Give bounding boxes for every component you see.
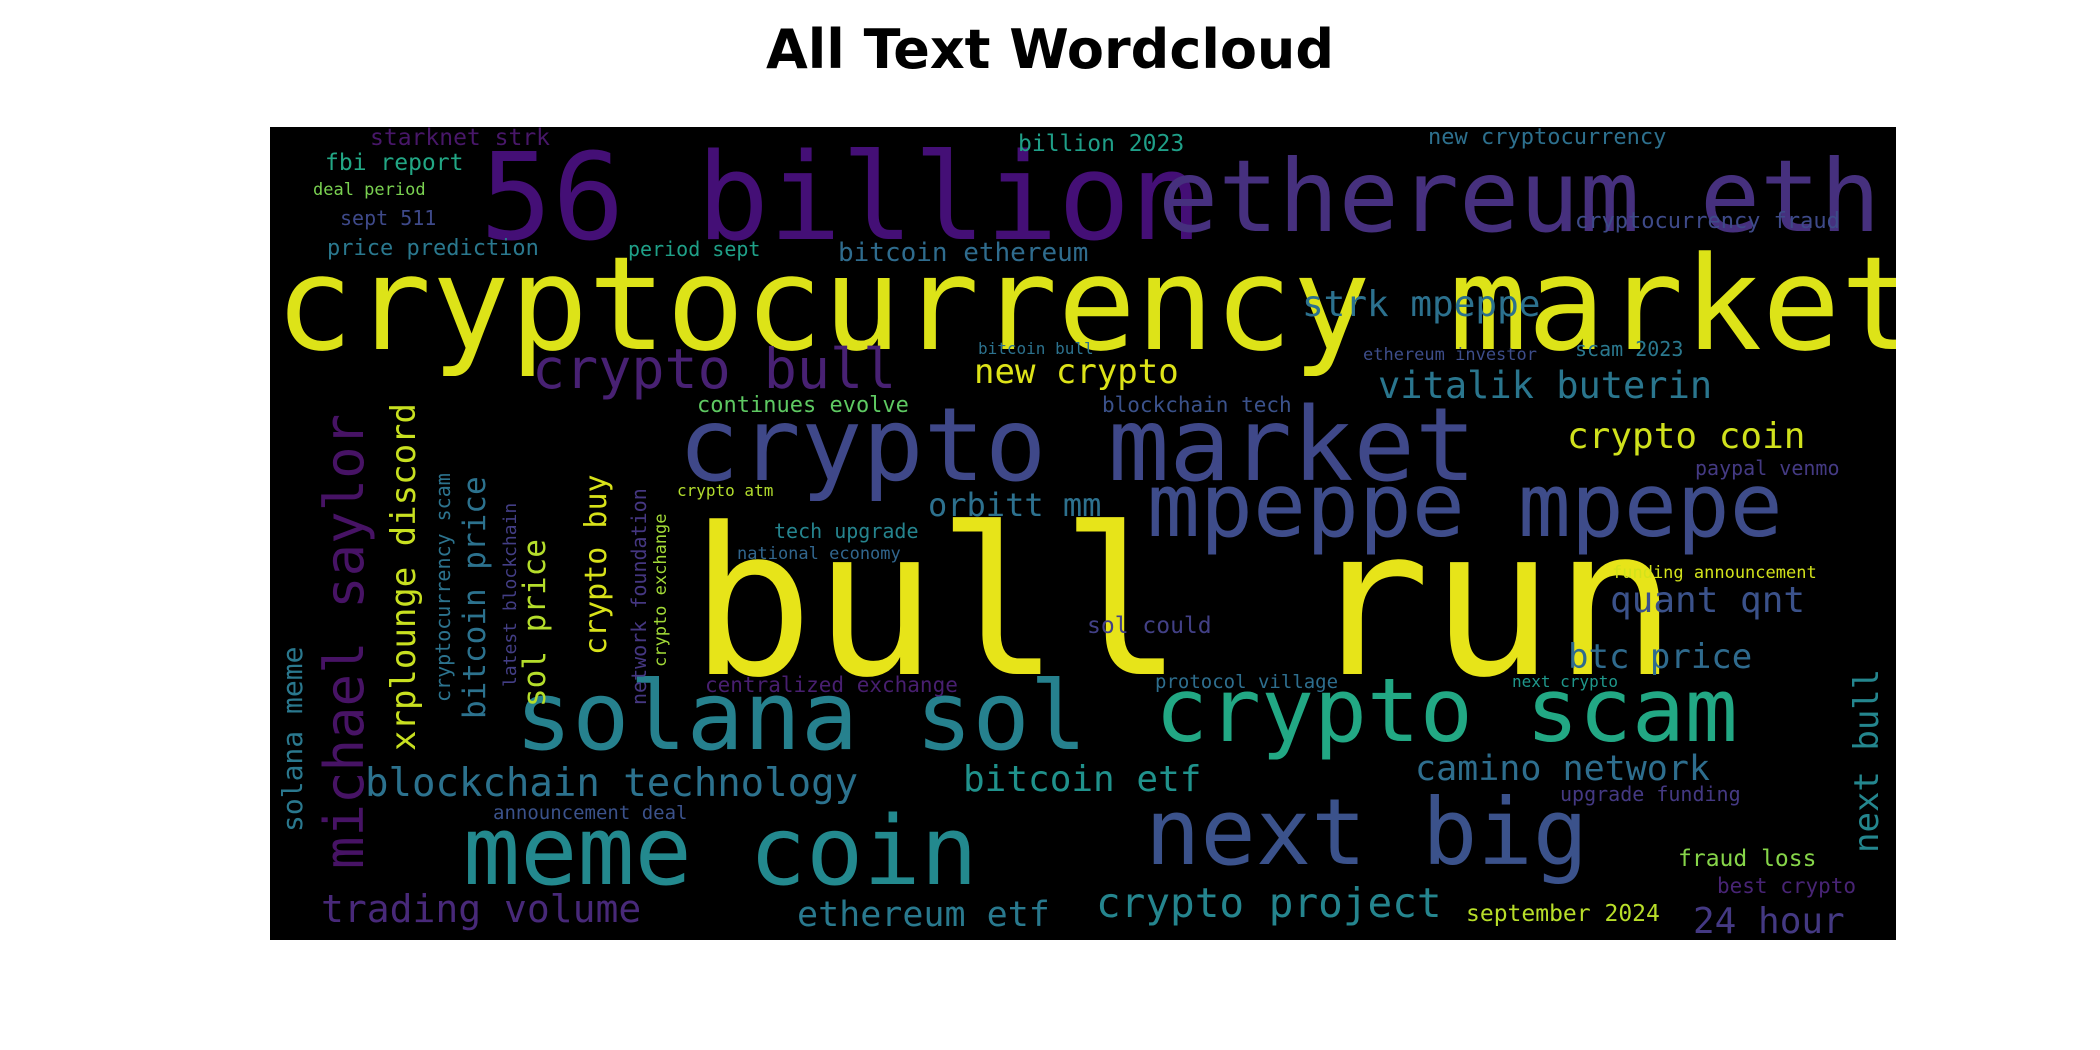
word: starknet strk [370, 127, 551, 151]
word: 56 billion [480, 129, 1203, 268]
word: btc price [1568, 637, 1753, 677]
word: network foundation [627, 488, 651, 705]
word: cryptocurrency fraud [1575, 209, 1840, 234]
word: upgrade funding [1560, 782, 1741, 806]
word: protocol village [1155, 671, 1339, 693]
word: bitcoin bull [978, 339, 1094, 358]
word: announcement deal [493, 802, 688, 824]
word: bitcoin ethereum [838, 238, 1089, 268]
word: ethereum eth [1158, 138, 1881, 255]
word: national economy [737, 544, 901, 564]
word: blockchain technology [365, 761, 859, 806]
word: mpeppe mpepe [1147, 454, 1783, 557]
word: best crypto [1717, 874, 1857, 898]
word: solana sol [515, 662, 1087, 772]
word: fraud loss [1678, 846, 1817, 872]
word: paypal venmo [1695, 456, 1840, 480]
chart-title: All Text Wordcloud [765, 18, 1335, 81]
word: solana meme [276, 646, 309, 832]
word: orbitt mm [928, 486, 1102, 524]
word: crypto exchange [651, 513, 671, 667]
word: crypto project [1096, 879, 1442, 927]
word: blockchain tech [1102, 393, 1292, 417]
word: camino network [1415, 749, 1711, 789]
word: next big [1145, 779, 1589, 886]
word: bitcoin etf [963, 759, 1202, 800]
word: sol price [517, 539, 553, 707]
word: billion 2023 [1018, 131, 1185, 157]
word: cryptocurrency market [275, 228, 1896, 380]
word: sol could [1087, 613, 1212, 639]
word: crypto coin [1567, 416, 1806, 457]
word: new crypto [974, 352, 1179, 392]
word: bull run [690, 485, 1678, 723]
word: crypto bull [532, 337, 897, 401]
word: funding announcement [1612, 563, 1817, 583]
word: crypto buy [579, 474, 614, 655]
word: meme coin [463, 797, 978, 907]
word: sept 511 [340, 206, 437, 230]
word: latest blockchain [500, 502, 521, 687]
word: crypto scam [1155, 659, 1738, 762]
word: vitalik buterin [1378, 364, 1713, 407]
word: period sept [628, 237, 761, 261]
word: deal period [313, 180, 426, 200]
word: price prediction [327, 236, 539, 261]
word: crypto atm [677, 481, 774, 500]
word: ethereum investor [1363, 345, 1537, 365]
word: september 2024 [1466, 901, 1660, 927]
word: cryptocurrency scam [431, 473, 455, 702]
word: xrplounge discord [384, 403, 424, 751]
word: michael saylor [313, 413, 376, 869]
word: fbi report [325, 150, 464, 176]
word: 24 hour [1693, 901, 1845, 940]
word: next bull [1847, 668, 1887, 853]
word: strk mpeppe [1302, 284, 1541, 325]
word: centralized exchange [705, 673, 958, 697]
word: quant qnt [1610, 580, 1806, 621]
word: crypto market [678, 386, 1477, 505]
word: tech upgrade [774, 519, 919, 543]
word: new cryptocurrency [1428, 127, 1667, 150]
word: ethereum etf [797, 895, 1050, 935]
word: scam 2023 [1575, 337, 1684, 361]
word: bitcoin price [457, 476, 493, 719]
wordcloud-canvas: bull run cryptocurrency market 56 billio… [270, 127, 1896, 940]
word: trading volume [321, 887, 642, 931]
word: continues evolve [697, 393, 909, 418]
word: next crypto [1512, 672, 1618, 691]
